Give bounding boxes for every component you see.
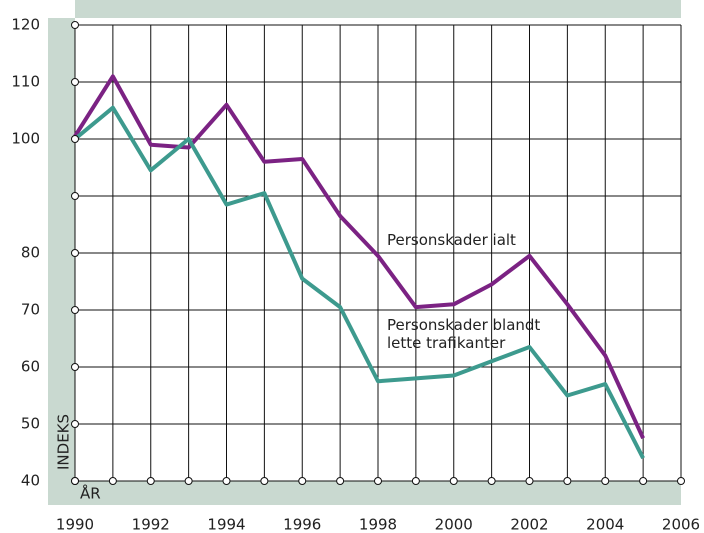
- tick-mark: [71, 420, 79, 428]
- y-tick-label: 60: [21, 358, 40, 376]
- y-tick-label: 70: [21, 301, 40, 319]
- y-axis-label: INDEKS: [55, 414, 73, 470]
- tick-mark: [677, 477, 685, 485]
- frame-band: [75, 0, 681, 18]
- tick-mark: [71, 477, 79, 485]
- series-label: Personskader ialt: [387, 231, 516, 249]
- series-label-line: Personskader blandt: [387, 316, 540, 334]
- tick-mark: [222, 477, 231, 485]
- y-tick-label: 100: [11, 130, 40, 148]
- tick-mark: [71, 192, 79, 200]
- x-tick-label: 2002: [510, 516, 548, 533]
- x-tick-label: 1990: [56, 516, 94, 533]
- tick-mark: [374, 477, 382, 485]
- y-tick-label: 110: [11, 73, 40, 91]
- series-label-line: lette trafikanter: [387, 334, 506, 352]
- tick-mark: [639, 477, 648, 485]
- x-tick-label: 1998: [359, 516, 397, 533]
- x-tick-label: 2000: [435, 516, 473, 533]
- tick-mark: [184, 477, 193, 485]
- tick-mark: [260, 477, 269, 485]
- series-line: [73, 105, 645, 460]
- tick-mark: [298, 477, 307, 485]
- tick-mark: [449, 477, 458, 485]
- frame-band: [48, 18, 75, 505]
- y-tick-label: 80: [21, 244, 40, 262]
- tick-mark: [525, 477, 534, 485]
- tick-mark: [336, 477, 345, 485]
- x-tick-label: 1992: [132, 516, 170, 533]
- tick-mark: [108, 477, 117, 485]
- series-line: [73, 74, 645, 440]
- x-axis-label: ÅR: [80, 484, 101, 503]
- x-tick-label: 2004: [586, 516, 624, 533]
- tick-mark: [71, 21, 79, 29]
- tick-mark: [563, 477, 572, 485]
- frame-band: [48, 481, 681, 505]
- tick-mark: [71, 78, 79, 86]
- x-tick-label: 2006: [662, 516, 700, 533]
- y-tick-label: 120: [11, 16, 40, 34]
- y-tick-label: 40: [21, 472, 40, 490]
- tick-mark: [411, 477, 420, 485]
- y-tick-label: 50: [21, 415, 40, 433]
- series-label-line: Personskader ialt: [387, 231, 516, 249]
- tick-mark: [487, 477, 496, 485]
- tick-mark: [71, 306, 79, 314]
- tick-mark: [71, 135, 79, 143]
- x-tick-label: 1996: [283, 516, 321, 533]
- tick-mark: [71, 363, 79, 371]
- tick-mark: [146, 477, 155, 485]
- series-label: Personskader blandt lette trafikanter: [387, 316, 540, 352]
- x-tick-label: 1994: [207, 516, 245, 533]
- tick-mark: [601, 477, 610, 485]
- tick-mark: [71, 249, 79, 257]
